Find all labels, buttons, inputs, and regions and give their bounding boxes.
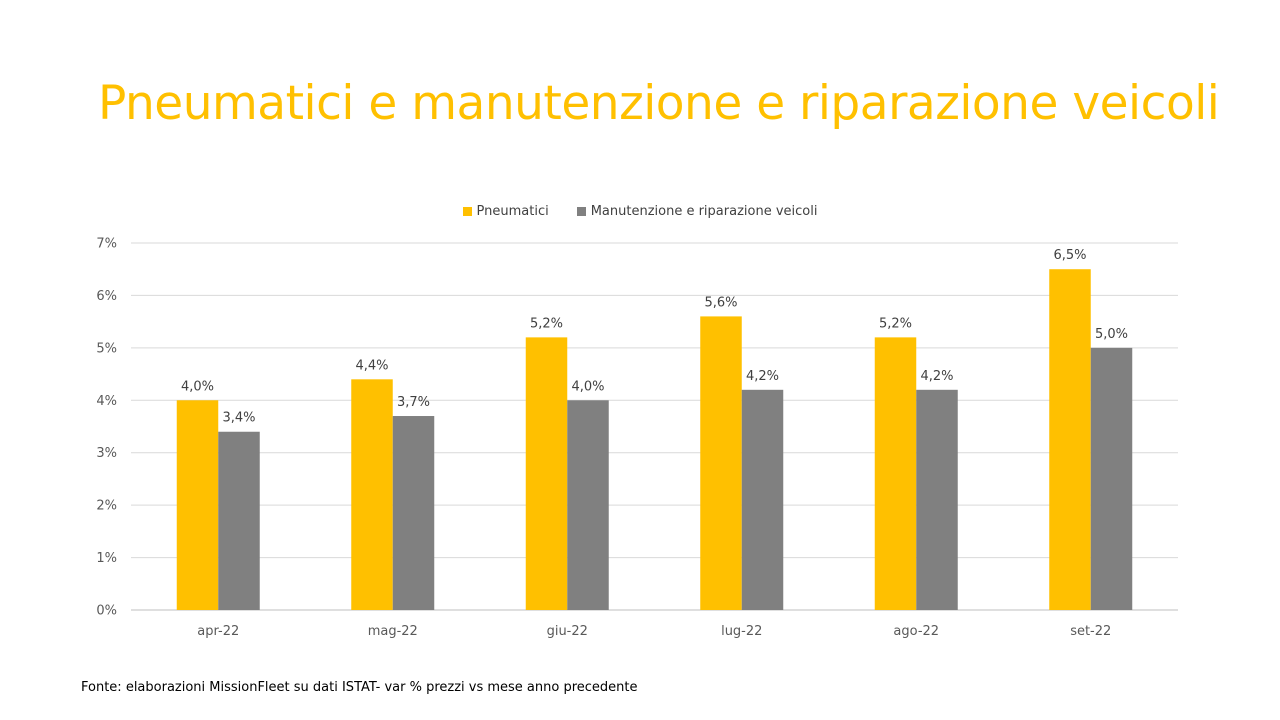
slide-title: Pneumatici e manutenzione e riparazione …: [98, 76, 1220, 131]
chart-legend: Pneumatici Manutenzione e riparazione ve…: [0, 204, 1280, 219]
legend-swatch-manutenzione: [576, 207, 586, 216]
data-label: 4,0%: [181, 379, 214, 394]
y-tick-label: 5%: [96, 341, 117, 356]
bar: [874, 337, 917, 610]
bar: [218, 431, 260, 610]
bar: [567, 400, 609, 610]
bar: [176, 400, 219, 610]
y-tick-label: 6%: [96, 289, 117, 304]
bar: [1049, 269, 1091, 610]
data-label: 5,0%: [1095, 327, 1128, 342]
legend-swatch-pneumatici: [462, 207, 472, 216]
source-footnote: Fonte: elaborazioni MissionFleet su dati…: [81, 680, 638, 695]
bar: [525, 337, 568, 610]
x-tick-label: apr-22: [197, 624, 239, 639]
bar: [741, 389, 784, 610]
data-label: 6,5%: [1053, 248, 1086, 263]
data-label: 4,0%: [571, 379, 604, 394]
y-tick-label: 3%: [96, 446, 117, 461]
data-label: 4,4%: [355, 358, 388, 373]
data-label: 3,7%: [397, 395, 430, 410]
x-tick-label: mag-22: [368, 624, 418, 639]
bar: [392, 416, 435, 610]
data-label: 5,2%: [879, 316, 912, 331]
y-tick-label: 7%: [96, 237, 117, 252]
legend-label-pneumatici: Pneumatici: [476, 204, 549, 219]
y-tick-label: 4%: [96, 394, 117, 409]
data-label: 3,4%: [222, 411, 255, 426]
x-tick-label: lug-22: [721, 624, 762, 639]
data-label: 5,2%: [530, 316, 563, 331]
bar: [916, 389, 958, 610]
y-tick-label: 0%: [96, 604, 117, 619]
legend-item-manutenzione: Manutenzione e riparazione veicoli: [576, 204, 818, 219]
bar: [351, 379, 393, 610]
x-tick-label: giu-22: [547, 624, 588, 639]
bar: [1090, 347, 1133, 610]
x-tick-label: ago-22: [893, 624, 939, 639]
legend-item-pneumatici: Pneumatici: [462, 204, 549, 219]
bar: [700, 316, 742, 610]
data-label: 5,6%: [704, 295, 737, 310]
x-tick-label: set-22: [1070, 624, 1111, 639]
data-label: 4,2%: [746, 369, 779, 384]
y-tick-label: 2%: [96, 499, 117, 514]
y-tick-label: 1%: [96, 551, 117, 566]
legend-label-manutenzione: Manutenzione e riparazione veicoli: [590, 204, 818, 219]
data-label: 4,2%: [920, 369, 953, 384]
